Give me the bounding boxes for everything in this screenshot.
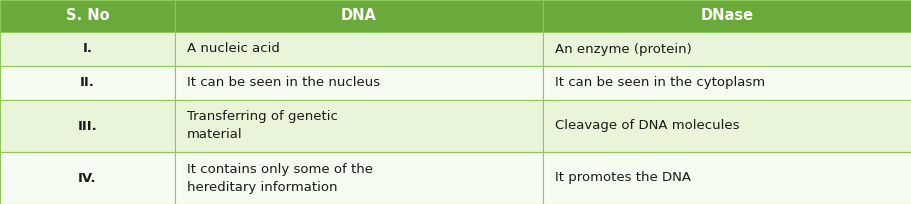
Bar bbox=[175, 152, 542, 204]
Bar bbox=[175, 100, 542, 152]
Bar bbox=[542, 0, 911, 32]
Text: S. No: S. No bbox=[66, 9, 109, 23]
Text: Cleavage of DNA molecules: Cleavage of DNA molecules bbox=[555, 120, 739, 133]
Text: I.: I. bbox=[82, 42, 92, 55]
Bar bbox=[0, 152, 175, 204]
Bar bbox=[542, 152, 911, 204]
Text: DNA: DNA bbox=[341, 9, 376, 23]
Text: It can be seen in the nucleus: It can be seen in the nucleus bbox=[187, 76, 380, 90]
Bar bbox=[542, 32, 911, 66]
Text: II.: II. bbox=[80, 76, 95, 90]
Text: An enzyme (protein): An enzyme (protein) bbox=[555, 42, 691, 55]
Bar bbox=[0, 66, 175, 100]
Text: IV.: IV. bbox=[78, 172, 97, 184]
Text: A nucleic acid: A nucleic acid bbox=[187, 42, 280, 55]
Bar bbox=[175, 0, 542, 32]
Text: It can be seen in the cytoplasm: It can be seen in the cytoplasm bbox=[555, 76, 764, 90]
Text: It contains only some of the
hereditary information: It contains only some of the hereditary … bbox=[187, 163, 373, 194]
Text: DNase: DNase bbox=[701, 9, 753, 23]
Bar bbox=[0, 100, 175, 152]
Bar bbox=[0, 0, 175, 32]
Bar bbox=[175, 66, 542, 100]
Text: Transferring of genetic
material: Transferring of genetic material bbox=[187, 111, 337, 142]
Text: III.: III. bbox=[77, 120, 97, 133]
Bar bbox=[542, 100, 911, 152]
Text: It promotes the DNA: It promotes the DNA bbox=[555, 172, 691, 184]
Bar bbox=[175, 32, 542, 66]
Bar bbox=[542, 66, 911, 100]
Bar bbox=[0, 32, 175, 66]
